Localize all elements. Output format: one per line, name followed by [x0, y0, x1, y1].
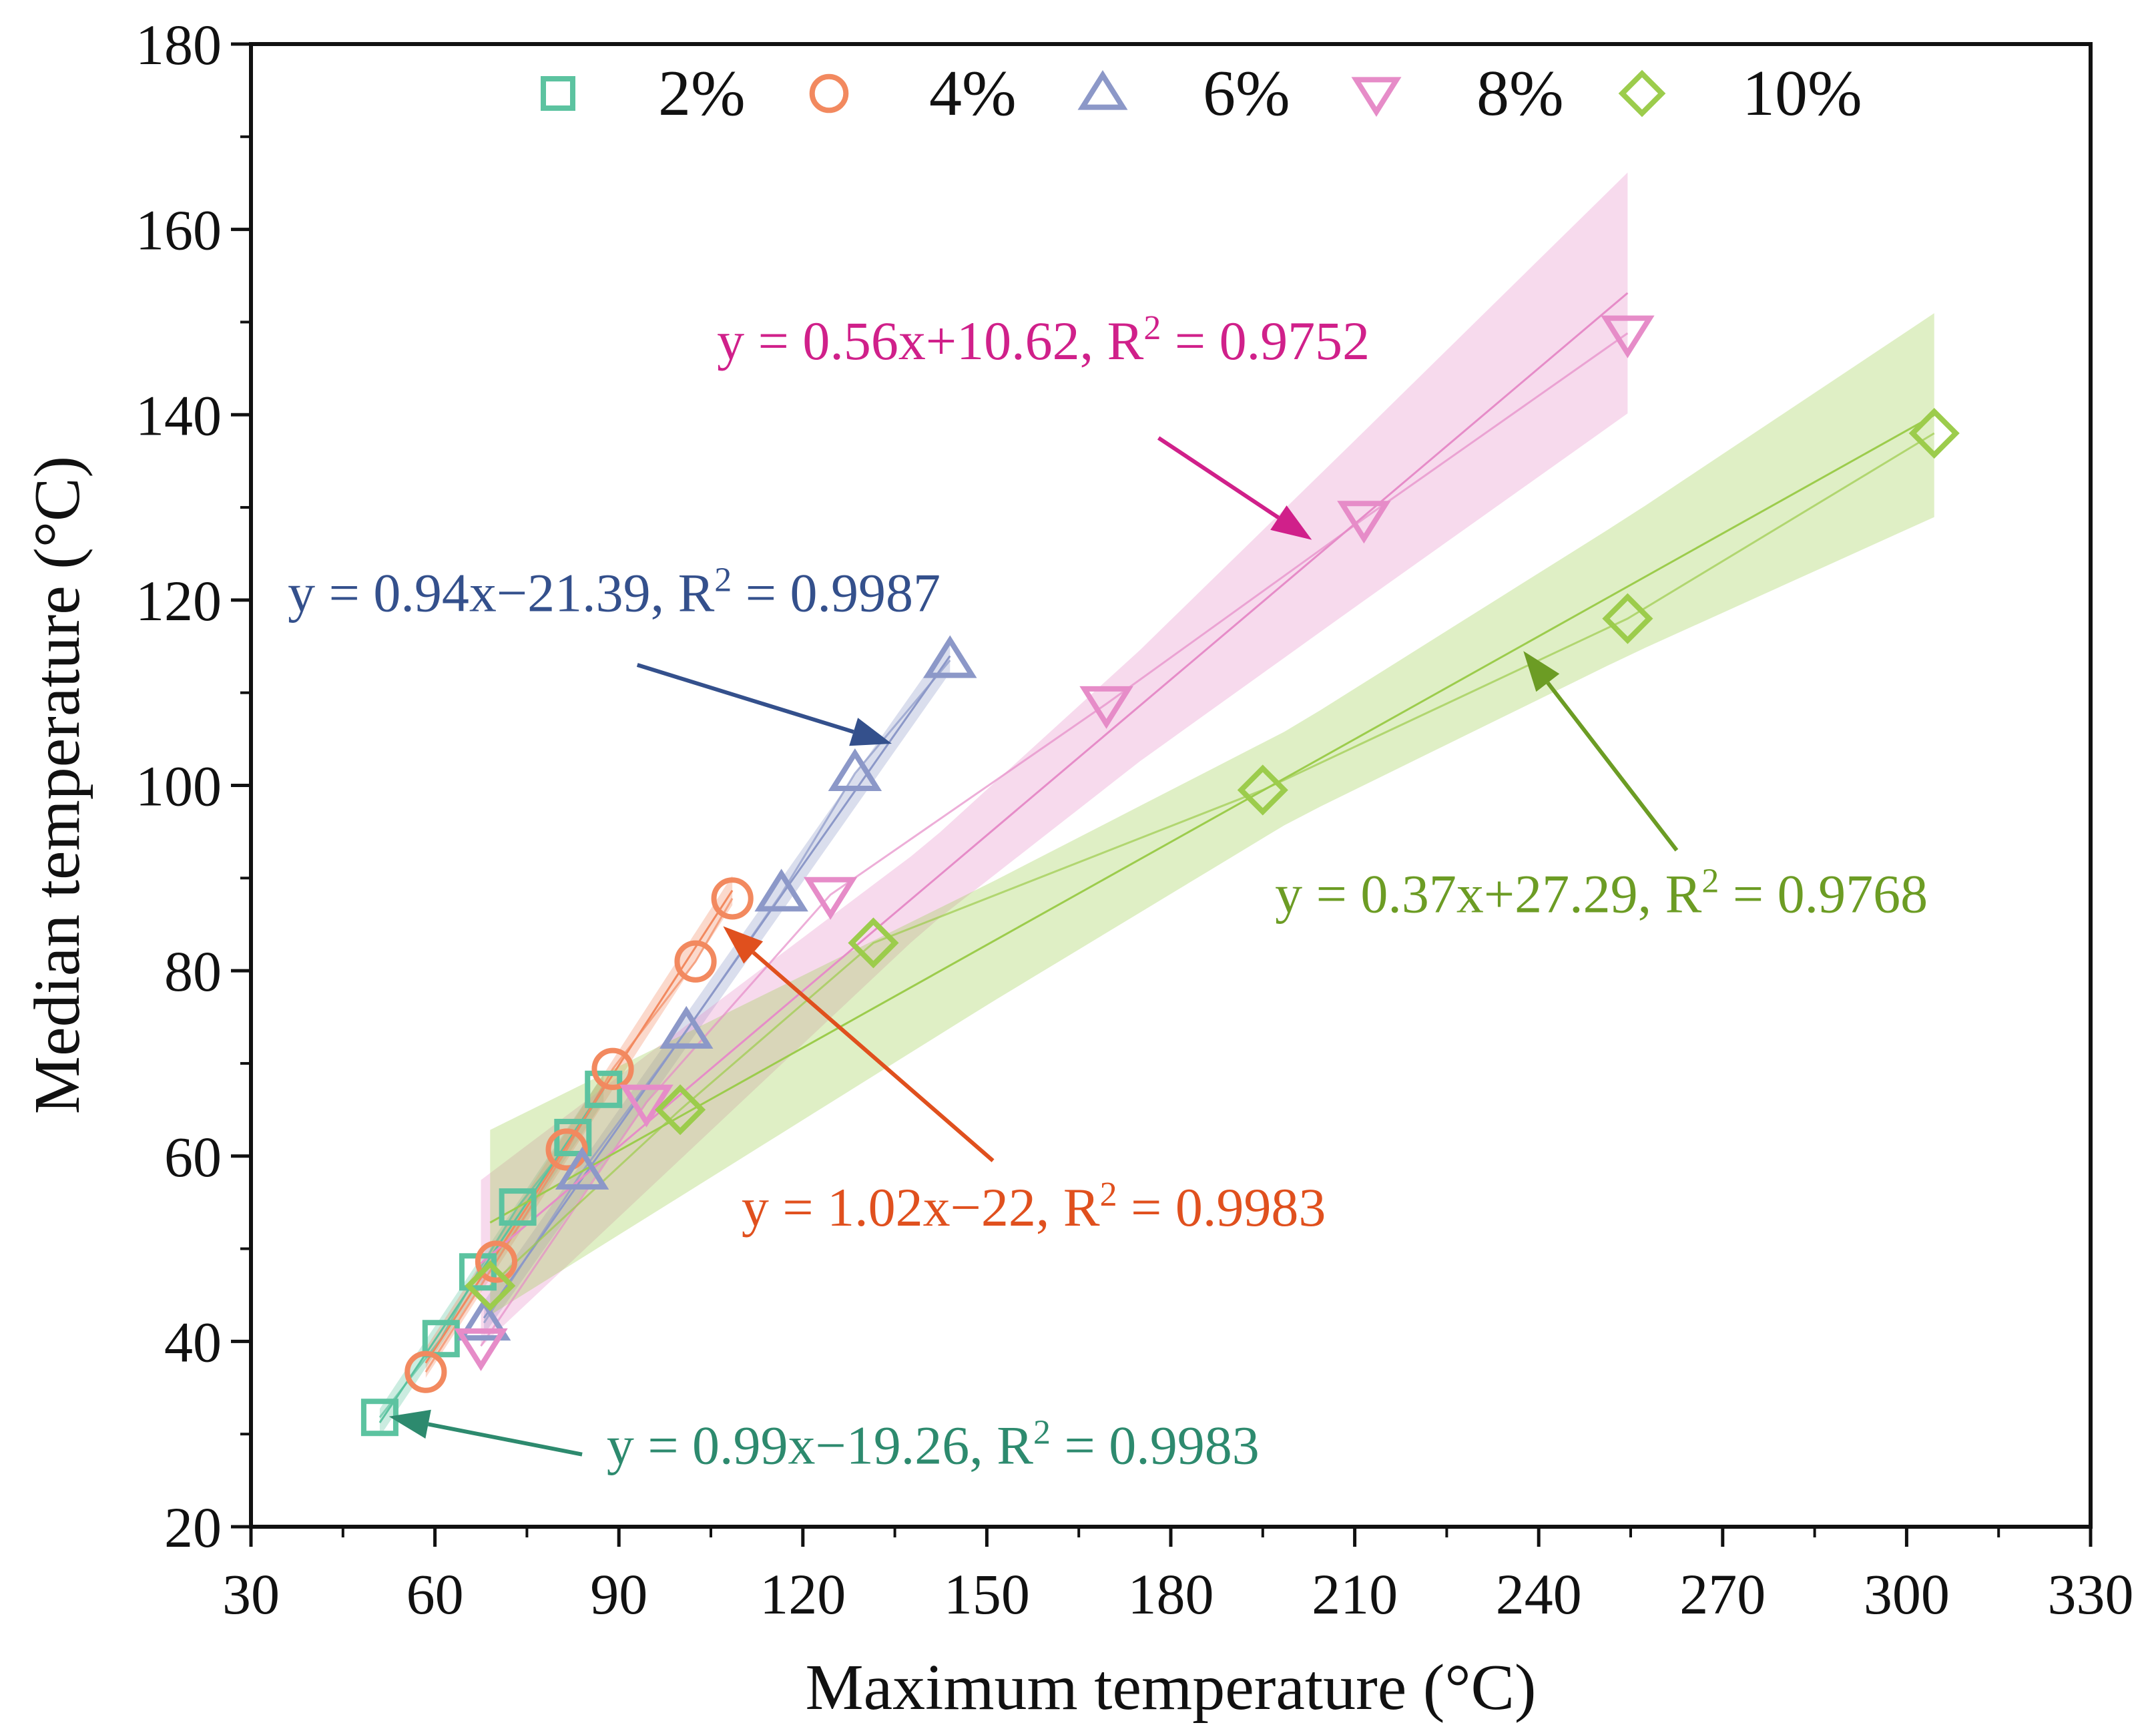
legend-label-8%: 8% [1476, 57, 1564, 130]
data-markers [360, 315, 1960, 1437]
point-6%-3 [754, 869, 808, 912]
arrow-head-8% [1270, 505, 1312, 540]
point-2%-5 [585, 1070, 623, 1108]
equation-label-4%: y = 1.02x−22, R2 = 0.9983 [742, 1176, 1326, 1238]
band-10% [490, 313, 1934, 1316]
legend-label-2%: 2% [658, 57, 746, 130]
legend-marker-6% [1077, 69, 1128, 110]
x-tick-label-240: 240 [1496, 1562, 1582, 1626]
point-10%-5 [1908, 407, 1960, 459]
x-tick-label-30: 30 [222, 1562, 280, 1626]
point-4%-2 [545, 1128, 588, 1171]
equation-label-6%: y = 0.94x−21.39, R2 = 0.9987 [288, 561, 940, 624]
equation-label-8%: y = 0.56x+10.62, R2 = 0.9752 [717, 309, 1370, 371]
fit-line-8% [480, 292, 1629, 1264]
arrow-line-2% [427, 1422, 583, 1457]
point-2%-1 [422, 1320, 460, 1358]
x-tick-label-150: 150 [944, 1562, 1030, 1626]
x-tick-label-210: 210 [1312, 1562, 1398, 1626]
arrow-head-6% [849, 718, 892, 746]
y-tick-label-60: 60 [164, 1125, 222, 1189]
arrow-head-4% [723, 926, 764, 964]
y-tick-label-160: 160 [136, 198, 222, 262]
arrow-line-10% [1546, 681, 1679, 852]
point-6%-1 [555, 1146, 609, 1190]
x-tick-label-90: 90 [590, 1562, 647, 1626]
point-10%-1 [655, 1084, 706, 1136]
point-4%-4 [674, 940, 717, 983]
arrow-line-6% [636, 663, 854, 734]
point-8%-1 [619, 1084, 673, 1128]
arrow-line-8% [1157, 436, 1280, 519]
series-line-10% [489, 432, 1935, 1287]
point-8%-4 [1337, 501, 1391, 544]
point-4%-1 [475, 1240, 518, 1283]
y-tick-label-180: 180 [136, 13, 222, 77]
y-tick-label-20: 20 [164, 1495, 222, 1559]
x-tick-label-180: 180 [1128, 1562, 1214, 1626]
x-tick-label-300: 300 [1864, 1562, 1950, 1626]
series-line-4% [425, 898, 734, 1373]
arrow-head-2% [388, 1409, 431, 1439]
point-8%-0 [454, 1328, 508, 1371]
point-8%-2 [803, 877, 858, 920]
point-6%-2 [659, 1005, 714, 1049]
legend-label-4%: 4% [929, 57, 1017, 130]
band-8% [481, 172, 1628, 1347]
x-tick-label-120: 120 [760, 1562, 846, 1626]
point-10%-0 [465, 1260, 516, 1312]
point-10%-4 [1602, 593, 1653, 644]
axes: 30 60 90 120 150 180 210 240 270 300 330 20 40 60 80 10… [136, 13, 2134, 1626]
point-6%-4 [828, 748, 882, 791]
fit-line-10% [489, 414, 1935, 1224]
point-10%-3 [1237, 764, 1288, 816]
point-4%-3 [591, 1047, 634, 1090]
y-tick-label-40: 40 [164, 1310, 222, 1374]
y-axis-title: Median temperature (°C) [21, 456, 93, 1114]
point-6%-0 [457, 1298, 511, 1341]
x-axis-title: Maximum temperature (°C) [805, 1652, 1536, 1724]
x-tick-label-60: 60 [407, 1562, 464, 1626]
legend-marker-8% [1351, 77, 1402, 117]
legend-label-6%: 6% [1203, 57, 1290, 130]
x-tick-label-330: 330 [2048, 1562, 2134, 1626]
legend-label-10%: 10% [1742, 57, 1862, 130]
equation-annotations: y = 0.99x−19.26, R2 = 0.9983 y = 1.02x−22… [288, 309, 1928, 1476]
point-2%-3 [499, 1188, 537, 1226]
point-2%-4 [554, 1118, 592, 1156]
arrow-line-4% [752, 951, 995, 1162]
legend-marker-2% [541, 76, 575, 111]
legend: 2% 4% 6% 8% 10% [541, 57, 1862, 130]
equation-label-2%: y = 0.99x−19.26, R2 = 0.9983 [607, 1414, 1260, 1476]
y-tick-label-80: 80 [164, 939, 222, 1003]
point-4%-0 [405, 1350, 447, 1393]
point-10%-2 [848, 917, 899, 969]
legend-marker-4% [809, 73, 849, 113]
point-8%-3 [1079, 686, 1133, 729]
y-tick-label-120: 120 [136, 569, 222, 633]
point-4%-5 [711, 877, 754, 920]
series-line-8% [480, 332, 1629, 1347]
legend-marker-10% [1618, 69, 1666, 117]
point-6%-5 [923, 635, 977, 678]
y-tick-label-100: 100 [136, 754, 222, 818]
series-line-6% [483, 660, 951, 1324]
fit-lines [378, 292, 1935, 1423]
equation-label-10%: y = 0.37x+27.29, R2 = 0.9768 [1275, 862, 1928, 925]
arrow-head-10% [1523, 651, 1560, 692]
x-tick-label-270: 270 [1679, 1562, 1766, 1626]
point-8%-5 [1601, 315, 1655, 358]
y-tick-label-140: 140 [136, 383, 222, 447]
